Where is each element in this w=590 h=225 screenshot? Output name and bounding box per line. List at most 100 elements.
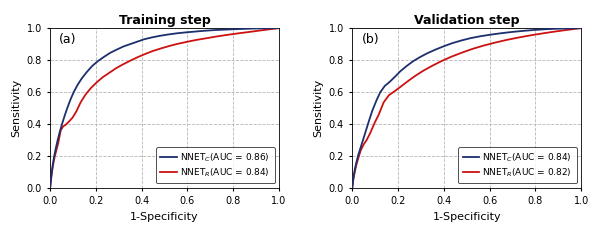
NNET$_C$(AUC = 0.86) bbox=[94, 60, 101, 62]
Text: (b): (b) bbox=[362, 33, 379, 46]
NNET$_C$(AUC = 0.86) bbox=[56, 130, 63, 133]
NNET$_C$(AUC = 0.86) bbox=[64, 107, 71, 109]
NNET$_R$(AUC = 0.84) bbox=[212, 35, 219, 38]
NNET$_R$(AUC = 0.82) bbox=[559, 29, 566, 32]
NNET$_R$(AUC = 0.84) bbox=[166, 45, 173, 47]
Line: NNET$_C$(AUC = 0.86): NNET$_C$(AUC = 0.86) bbox=[50, 28, 279, 188]
X-axis label: 1-Specificity: 1-Specificity bbox=[130, 212, 199, 222]
Legend: NNET$_C$(AUC = 0.84), NNET$_R$(AUC = 0.82): NNET$_C$(AUC = 0.84), NNET$_R$(AUC = 0.8… bbox=[458, 147, 576, 183]
NNET$_C$(AUC = 0.84) bbox=[448, 42, 455, 45]
NNET$_C$(AUC = 0.86) bbox=[200, 29, 207, 32]
NNET$_C$(AUC = 0.84) bbox=[417, 56, 424, 58]
NNET$_C$(AUC = 0.86) bbox=[50, 162, 57, 165]
NNET$_R$(AUC = 0.82) bbox=[420, 69, 427, 72]
NNET$_R$(AUC = 0.84) bbox=[51, 156, 58, 159]
NNET$_R$(AUC = 0.84) bbox=[149, 50, 156, 52]
NNET$_C$(AUC = 0.86) bbox=[262, 27, 269, 30]
NNET$_R$(AUC = 0.82) bbox=[544, 31, 551, 34]
NNET$_R$(AUC = 0.84) bbox=[234, 32, 241, 35]
Line: NNET$_C$(AUC = 0.84): NNET$_C$(AUC = 0.84) bbox=[352, 28, 581, 188]
NNET$_R$(AUC = 0.84) bbox=[69, 116, 76, 119]
Y-axis label: Sensitivity: Sensitivity bbox=[313, 79, 323, 137]
Text: (a): (a) bbox=[60, 33, 77, 46]
NNET$_C$(AUC = 0.86) bbox=[133, 40, 140, 43]
NNET$_R$(AUC = 0.82) bbox=[349, 187, 356, 189]
NNET$_C$(AUC = 0.86) bbox=[172, 32, 179, 35]
NNET$_C$(AUC = 0.84) bbox=[403, 65, 410, 68]
NNET$_R$(AUC = 0.82) bbox=[530, 34, 537, 36]
NNET$_C$(AUC = 0.84) bbox=[359, 139, 366, 141]
NNET$_C$(AUC = 0.84) bbox=[545, 28, 552, 30]
NNET$_R$(AUC = 0.84) bbox=[127, 59, 134, 62]
NNET$_C$(AUC = 0.86) bbox=[51, 155, 58, 157]
NNET$_C$(AUC = 0.84) bbox=[397, 70, 404, 73]
NNET$_R$(AUC = 0.84) bbox=[276, 27, 283, 29]
NNET$_C$(AUC = 0.84) bbox=[362, 130, 369, 133]
NNET$_C$(AUC = 0.84) bbox=[497, 32, 504, 35]
NNET$_R$(AUC = 0.84) bbox=[183, 40, 191, 43]
NNET$_R$(AUC = 0.84) bbox=[77, 101, 84, 104]
NNET$_R$(AUC = 0.82) bbox=[480, 44, 487, 47]
NNET$_R$(AUC = 0.84) bbox=[134, 56, 141, 58]
NNET$_C$(AUC = 0.86) bbox=[182, 31, 189, 34]
NNET$_R$(AUC = 0.84) bbox=[57, 129, 64, 132]
NNET$_R$(AUC = 0.84) bbox=[73, 110, 80, 112]
NNET$_R$(AUC = 0.84) bbox=[53, 149, 60, 152]
NNET$_C$(AUC = 0.86) bbox=[211, 29, 218, 32]
NNET$_R$(AUC = 0.82) bbox=[371, 122, 378, 124]
NNET$_C$(AUC = 0.84) bbox=[351, 168, 358, 171]
NNET$_R$(AUC = 0.84) bbox=[47, 187, 54, 189]
NNET$_C$(AUC = 0.84) bbox=[558, 27, 565, 30]
NNET$_R$(AUC = 0.82) bbox=[516, 36, 523, 38]
NNET$_R$(AUC = 0.84) bbox=[93, 81, 100, 84]
NNET$_C$(AUC = 0.84) bbox=[532, 29, 539, 31]
NNET$_C$(AUC = 0.86) bbox=[223, 28, 230, 31]
NNET$_C$(AUC = 0.84) bbox=[386, 81, 393, 83]
NNET$_C$(AUC = 0.86) bbox=[140, 38, 148, 41]
NNET$_C$(AUC = 0.86) bbox=[67, 99, 74, 101]
NNET$_R$(AUC = 0.82) bbox=[578, 27, 585, 29]
NNET$_R$(AUC = 0.82) bbox=[491, 41, 499, 44]
NNET$_R$(AUC = 0.82) bbox=[385, 94, 392, 97]
NNET$_C$(AUC = 0.86) bbox=[48, 177, 55, 180]
NNET$_C$(AUC = 0.84) bbox=[357, 147, 364, 149]
NNET$_C$(AUC = 0.86) bbox=[113, 48, 120, 51]
NNET$_R$(AUC = 0.82) bbox=[357, 149, 364, 152]
NNET$_C$(AUC = 0.86) bbox=[47, 187, 54, 189]
NNET$_R$(AUC = 0.84) bbox=[62, 124, 69, 126]
Title: Validation step: Validation step bbox=[414, 14, 519, 27]
NNET$_C$(AUC = 0.84) bbox=[409, 60, 417, 63]
Title: Training step: Training step bbox=[119, 14, 211, 27]
NNET$_R$(AUC = 0.84) bbox=[158, 47, 165, 50]
NNET$_C$(AUC = 0.84) bbox=[487, 33, 494, 36]
NNET$_R$(AUC = 0.84) bbox=[82, 93, 89, 96]
NNET$_R$(AUC = 0.84) bbox=[247, 30, 254, 33]
NNET$_C$(AUC = 0.84) bbox=[509, 31, 516, 33]
NNET$_R$(AUC = 0.84) bbox=[50, 163, 57, 166]
NNET$_C$(AUC = 0.84) bbox=[369, 109, 376, 112]
NNET$_C$(AUC = 0.86) bbox=[70, 91, 77, 93]
NNET$_C$(AUC = 0.84) bbox=[457, 39, 464, 42]
NNET$_C$(AUC = 0.86) bbox=[83, 71, 90, 73]
NNET$_R$(AUC = 0.82) bbox=[375, 113, 382, 116]
NNET$_C$(AUC = 0.84) bbox=[440, 45, 447, 48]
NNET$_R$(AUC = 0.82) bbox=[351, 171, 358, 173]
NNET$_C$(AUC = 0.84) bbox=[349, 187, 356, 189]
NNET$_C$(AUC = 0.86) bbox=[276, 27, 283, 29]
NNET$_R$(AUC = 0.84) bbox=[55, 141, 62, 144]
NNET$_R$(AUC = 0.84) bbox=[202, 37, 209, 40]
NNET$_C$(AUC = 0.84) bbox=[424, 52, 431, 55]
NNET$_R$(AUC = 0.84) bbox=[223, 34, 230, 36]
Line: NNET$_R$(AUC = 0.82): NNET$_R$(AUC = 0.82) bbox=[352, 28, 581, 188]
NNET$_C$(AUC = 0.84) bbox=[353, 161, 360, 164]
NNET$_R$(AUC = 0.82) bbox=[468, 48, 476, 50]
NNET$_R$(AUC = 0.84) bbox=[260, 29, 267, 32]
NNET$_C$(AUC = 0.84) bbox=[350, 176, 357, 179]
NNET$_C$(AUC = 0.84) bbox=[467, 37, 474, 40]
NNET$_C$(AUC = 0.84) bbox=[477, 35, 484, 38]
NNET$_C$(AUC = 0.86) bbox=[107, 52, 114, 54]
NNET$_R$(AUC = 0.84) bbox=[106, 72, 113, 74]
NNET$_R$(AUC = 0.84) bbox=[119, 63, 126, 66]
NNET$_C$(AUC = 0.84) bbox=[376, 91, 384, 94]
NNET$_C$(AUC = 0.84) bbox=[431, 49, 438, 51]
